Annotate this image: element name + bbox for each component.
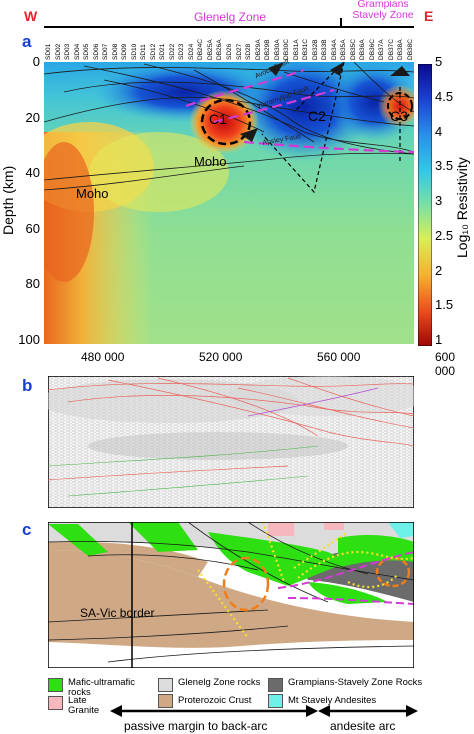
zone-bracket (44, 26, 414, 28)
station-label: SD28 (245, 43, 253, 60)
legend-label: Late Granite (68, 695, 100, 716)
station-label: DB29B (264, 39, 272, 60)
legend-swatch (268, 678, 283, 692)
station-label: SD07 (102, 43, 110, 60)
annot-c2: C2 (308, 108, 326, 124)
station-label: DB34A (330, 39, 338, 60)
y-tick-label: 0 (32, 54, 40, 69)
station-label: SD05 (83, 43, 91, 60)
interpretation-section (48, 522, 414, 668)
station-label: SD24 (187, 43, 195, 60)
station-label: DB25A (206, 39, 214, 60)
station-label: SD03 (64, 43, 72, 60)
x-tick-label: 560 000 (317, 350, 361, 364)
colorbar-tick-label: 4 (435, 123, 443, 139)
y-tick-label: 20 (25, 109, 40, 125)
arrow-label-andesite-arc: andesite arc (330, 719, 396, 733)
x-tick-label: 480 000 (81, 350, 125, 364)
station-label: SD12 (149, 43, 157, 60)
station-label: DB31A (292, 39, 300, 60)
colorbar-tick-label: 1.5 (435, 297, 454, 313)
station-label: DB36A (359, 39, 367, 60)
station-label: DB30C (283, 39, 291, 60)
colorbar-tick-label: 3.5 (435, 158, 454, 174)
legend-swatch (48, 678, 63, 692)
annot-moho-1: Moho (194, 154, 227, 169)
annot-moho-2: Moho (76, 186, 109, 201)
station-label: DB35C (349, 39, 357, 60)
station-label: SD09 (121, 43, 129, 60)
y-tick-label: 40 (25, 165, 40, 181)
colorbar-tick-label: 5 (435, 54, 443, 69)
colorbar-tick-label: 2.5 (435, 227, 454, 243)
zone-grampians-line1: Grampians (357, 0, 409, 10)
x-tick-label: 520 000 (199, 350, 243, 364)
station-label: SD27 (235, 43, 243, 60)
zone-divider (340, 18, 342, 28)
legend-swatch (158, 694, 173, 708)
west-label: W (24, 8, 38, 24)
colorbar-tick-label: 4.5 (435, 88, 454, 104)
legend-swatch (48, 696, 63, 710)
legend-label: Grampians-Stavely Zone Rocks (288, 677, 423, 688)
zone-glenelg-label: Glenelg Zone (193, 10, 267, 24)
station-label: DB31C (302, 39, 310, 60)
station-label: SD21 (159, 43, 167, 60)
y-tick-label: 60 (25, 220, 40, 236)
tectonic-arrows (110, 705, 418, 717)
zone-grampians-line2: Stavely Zone (352, 9, 414, 21)
panel-c-label: c (22, 520, 32, 539)
station-label: DB24C (197, 39, 205, 60)
legend-swatch (158, 678, 173, 692)
panel-b-label: b (22, 376, 33, 395)
station-label: SD26 (226, 43, 233, 60)
legend-label: Glenelg Zone rocks (178, 677, 261, 688)
resistivity-section (44, 62, 414, 344)
station-label: SD10 (130, 43, 138, 60)
station-label: DB35A (340, 39, 348, 60)
station-label: DB36C (368, 39, 376, 60)
y-tick-label: 80 (25, 276, 40, 292)
x-tick-label: 600 000 (435, 350, 456, 378)
legend-label: Proterozoic Crust (178, 695, 252, 706)
colorbar-label: Log₁₀ Resistivity (454, 157, 470, 258)
annot-c1: C1 (209, 111, 227, 127)
zone-grampians-label: Grampians Stavely Zone (338, 0, 428, 21)
station-label: DB38A (397, 39, 405, 60)
sa-vic-border-label: SA-Vic border (80, 606, 155, 620)
station-label: SD04 (73, 43, 81, 60)
legend-label: Mafic-ultramafic rocks (68, 677, 136, 698)
arrow-label-passive-margin: passive margin to back-arc (124, 719, 268, 733)
legend-swatch (268, 694, 283, 708)
station-label: DB29A (254, 39, 262, 60)
east-label: E (424, 8, 434, 24)
station-label: DB32B (311, 39, 319, 60)
legend-label: Mt Stavely Andesites (288, 695, 377, 706)
station-label: DB33B (321, 39, 329, 60)
colorbar-tick-label: 2 (435, 262, 443, 278)
panel-a-label: a (22, 32, 32, 51)
station-label: SD08 (111, 43, 119, 60)
station-label: DB37A (378, 39, 386, 60)
station-label: SD01 (45, 43, 52, 60)
colorbar (418, 64, 432, 346)
colorbar-tick-label: 1 (435, 332, 443, 347)
seismic-section (48, 376, 414, 508)
station-label: SD02 (54, 43, 62, 60)
station-label: SD22 (168, 43, 176, 60)
station-label: SD23 (178, 43, 186, 60)
colorbar-tick-label: 3 (435, 193, 443, 208)
station-label: SD11 (140, 44, 148, 60)
station-label: DB30A (273, 39, 281, 60)
station-label: SD06 (92, 43, 100, 60)
station-label: DB38C (407, 39, 414, 60)
y-tick-label: 100 (18, 332, 40, 347)
station-label: DB26A (216, 39, 224, 60)
annot-c3: C3 (390, 108, 408, 124)
station-label: DB37C (387, 39, 395, 60)
